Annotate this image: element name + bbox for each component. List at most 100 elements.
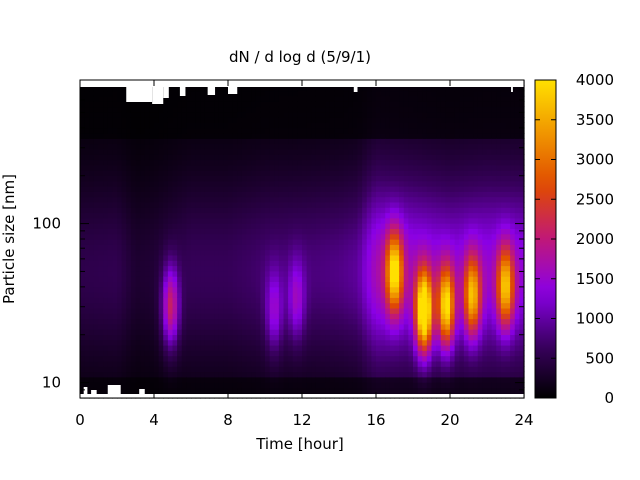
heatmap-cell [103,318,109,325]
heatmap-cell [348,85,354,92]
heatmap-cell [413,297,419,304]
heatmap-cell [385,276,391,282]
heatmap-cell [408,382,414,388]
heatmap-cell [408,366,414,373]
heatmap-cell [329,217,335,224]
heatmap-cell [352,228,359,235]
heatmap-cell [177,90,183,97]
heatmap-cell [334,138,340,145]
heatmap-cell [80,217,86,224]
heatmap-cell [195,302,201,309]
heatmap-cell [288,95,294,102]
heatmap-cell [84,260,90,267]
heatmap-cell [186,159,192,166]
heatmap-cell [140,360,146,367]
heatmap-cell [297,339,303,346]
heatmap-cell [218,111,224,118]
heatmap-cell [200,191,206,198]
heatmap-cell [154,329,160,335]
heatmap-cell [366,180,372,187]
heatmap-cell [352,133,359,139]
heatmap-cell [121,186,127,192]
heatmap-cell [195,292,201,298]
heatmap-cell [186,85,192,92]
heatmap-cell [450,371,456,378]
heatmap-cell [89,111,95,118]
heatmap-cell [399,297,405,304]
heatmap-cell [339,175,345,182]
heatmap-cell [315,196,322,203]
heatmap-cell [117,281,123,288]
heatmap-cell [445,143,451,150]
heatmap-cell [450,191,456,198]
heatmap-cell [209,133,215,139]
heatmap-cell [426,307,433,314]
heatmap-cell [445,366,451,373]
heatmap-cell [283,307,289,314]
heatmap-cell [311,143,317,150]
heatmap-cell [255,228,261,235]
heatmap-cell [204,376,211,383]
heatmap-cell [413,127,419,134]
heatmap-cell [251,90,257,97]
heatmap-cell [329,297,335,304]
heatmap-cell [130,270,137,277]
heatmap-cell [177,323,183,330]
heatmap-cell [399,244,405,251]
heatmap-cell [89,371,95,378]
heatmap-cell [302,159,308,166]
heatmap-cell [325,376,331,383]
heatmap-cell [408,90,414,97]
heatmap-cell [389,85,396,92]
heatmap-cell [218,313,224,320]
heatmap-cell [288,111,294,118]
heatmap-cell [246,270,252,277]
heatmap-cell [302,265,308,272]
heatmap-cell [339,254,345,261]
heatmap-cell [158,239,164,245]
heatmap-cell [288,334,294,341]
heatmap-cell [255,212,261,219]
heatmap-cell [195,254,201,261]
heatmap-cell [292,355,298,362]
heatmap-cell [172,95,178,102]
heatmap-cell [265,95,271,102]
heatmap-cell [459,106,465,113]
heatmap-cell [195,387,201,394]
heatmap-cell [394,95,400,102]
heatmap-cell [459,95,465,102]
heatmap-cell [445,371,451,378]
heatmap-cell [403,360,409,367]
heatmap-cell [228,143,234,150]
heatmap-cell [436,95,442,102]
heatmap-cell [454,387,460,394]
heatmap-cell [163,318,169,325]
heatmap-cell [181,228,187,235]
heatmap-cell [121,350,127,357]
heatmap-cell [311,366,317,373]
heatmap-cell [371,101,377,108]
heatmap-cell [394,329,400,335]
heatmap-cell [348,249,354,256]
heatmap-cell [80,111,86,118]
heatmap-cell [191,164,197,171]
heatmap-cell [241,360,248,367]
heatmap-cell [103,313,109,320]
heatmap-cell [362,249,368,256]
heatmap-cell [376,175,382,182]
heatmap-cell [246,201,252,208]
heatmap-cell [278,101,285,108]
heatmap-cell [389,244,396,251]
heatmap-cell [98,376,104,383]
heatmap-cell [255,387,261,394]
heatmap-cell [237,307,243,314]
heatmap-cell [450,244,456,251]
heatmap-cell [311,111,317,118]
heatmap-cell [311,371,317,378]
heatmap-cell [195,180,201,187]
heatmap-cell [329,170,335,176]
heatmap-cell [339,265,345,272]
heatmap-cell [302,239,308,245]
heatmap-cell [389,191,396,198]
heatmap-cell [334,318,340,325]
